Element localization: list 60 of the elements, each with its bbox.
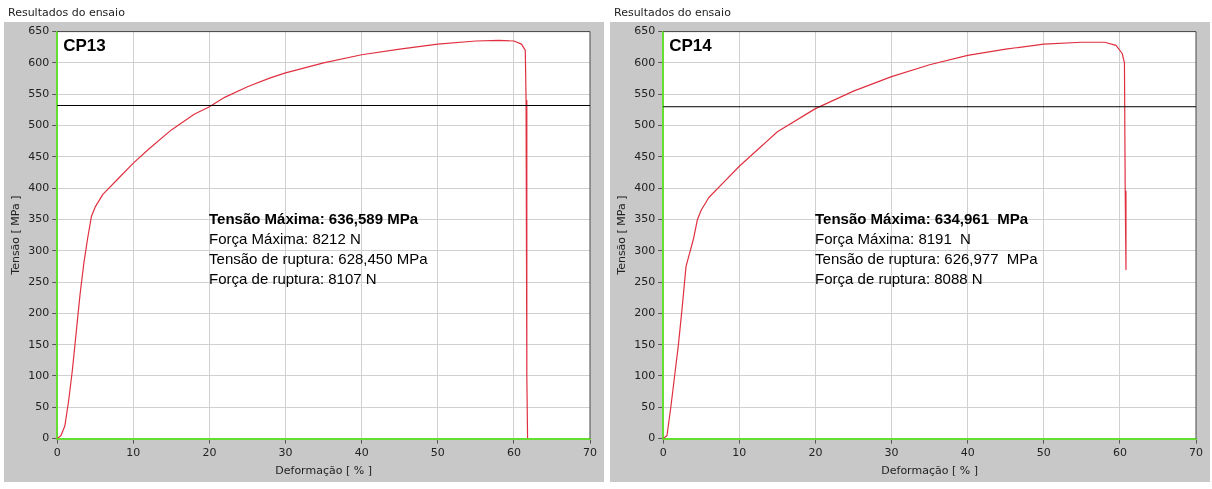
y-tick-label: 450: [28, 149, 50, 163]
y-tick-label: 450: [634, 149, 656, 163]
x-tick-label: 70: [1189, 446, 1203, 460]
y-tick-label: 300: [634, 243, 656, 257]
x-tick-label: 20: [202, 446, 217, 460]
chart-title: Resultados do ensaio: [7, 5, 126, 21]
y-tick-label: 300: [28, 243, 50, 257]
annotation: Força de ruptura: 8107 N: [209, 270, 377, 288]
y-tick-label: 0: [648, 431, 656, 445]
x-tick-label: 10: [126, 446, 141, 460]
x-tick-label: 40: [354, 446, 369, 460]
x-tick-label: 50: [430, 446, 445, 460]
x-tick-label: 0: [659, 446, 667, 460]
x-tick-label: 40: [960, 446, 975, 460]
annotation: Tensão Máxima: 636,589 MPa: [209, 210, 419, 228]
y-tick-label: 100: [634, 368, 656, 382]
y-tick-label: 200: [634, 306, 656, 320]
y-axis-title: Tensão [ MPa ]: [9, 195, 23, 276]
y-tick-label: 50: [641, 400, 656, 414]
x-tick-label: 10: [732, 446, 747, 460]
x-tick-label: 60: [1112, 446, 1127, 460]
x-axis-title: Deformação [ % ]: [881, 464, 978, 478]
annotation: Força de ruptura: 8088 N: [815, 270, 983, 288]
x-tick-label: 0: [53, 446, 61, 460]
y-tick-label: 50: [35, 400, 50, 414]
x-tick-label: 30: [278, 446, 293, 460]
y-tick-label: 500: [634, 118, 656, 132]
annotation: Tensão de ruptura: 626,977 MPa: [815, 250, 1039, 268]
annotation: CP13: [63, 35, 106, 55]
x-tick-label: 60: [506, 446, 521, 460]
y-tick-label: 200: [28, 306, 50, 320]
y-tick-label: 550: [28, 87, 50, 101]
y-tick-label: 150: [28, 337, 50, 351]
y-tick-label: 250: [634, 274, 656, 288]
y-tick-label: 600: [28, 55, 50, 69]
x-tick-label: 20: [808, 446, 823, 460]
y-tick-label: 650: [634, 24, 656, 38]
y-tick-label: 400: [634, 181, 656, 194]
y-tick-label: 650: [28, 24, 50, 38]
y-tick-label: 550: [634, 87, 656, 101]
y-tick-label: 100: [28, 368, 50, 382]
x-axis-title: Deformação [ % ]: [275, 464, 372, 478]
x-tick-label: 70: [583, 446, 597, 460]
annotation: CP14: [669, 35, 713, 55]
annotation: Tensão de ruptura: 628,450 MPa: [209, 250, 429, 268]
y-tick-label: 350: [634, 212, 656, 226]
annotation: Força Máxima: 8212 N: [209, 230, 361, 248]
annotation: Tensão Máxima: 634,961 MPa: [815, 210, 1029, 228]
x-tick-label: 50: [1036, 446, 1051, 460]
y-tick-label: 150: [634, 337, 656, 351]
y-tick-label: 500: [28, 118, 50, 132]
y-tick-label: 250: [28, 274, 50, 288]
annotation: Força Máxima: 8191 N: [815, 230, 971, 248]
y-axis-title: Tensão [ MPa ]: [615, 195, 629, 276]
x-tick-label: 30: [884, 446, 899, 460]
chart-title: Resultados do ensaio: [613, 5, 732, 21]
y-tick-label: 400: [28, 181, 50, 194]
y-tick-label: 350: [28, 212, 50, 226]
y-tick-label: 0: [42, 431, 50, 445]
y-tick-label: 600: [634, 55, 656, 69]
